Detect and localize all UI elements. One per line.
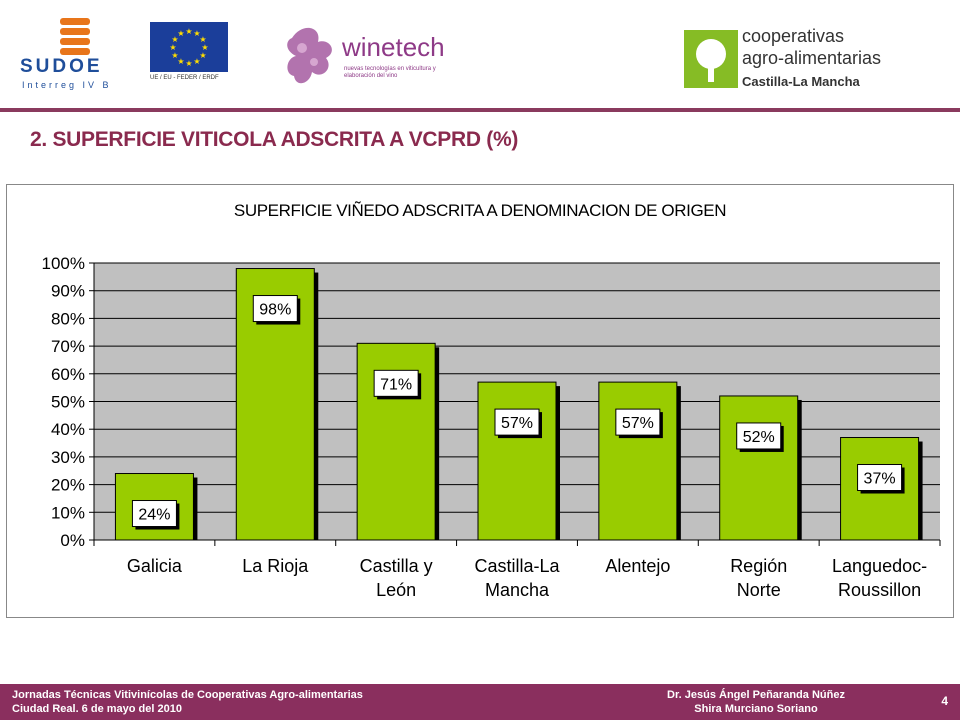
chart-title: SUPERFICIE VIÑEDO ADSCRITA A DENOMINACIO… — [233, 201, 727, 220]
svg-text:★: ★ — [193, 57, 200, 66]
footer-authors: Dr. Jesús Ángel Peñaranda Núñez Shira Mu… — [606, 688, 906, 716]
header-divider — [0, 108, 960, 112]
footer-event: Jornadas Técnicas Vitivinícolas de Coope… — [12, 688, 363, 716]
svg-text:★: ★ — [199, 35, 206, 44]
data-label: 37% — [864, 471, 896, 488]
footer-author-1: Dr. Jesús Ángel Peñaranda Núñez — [667, 689, 845, 701]
svg-text:★: ★ — [185, 27, 192, 36]
data-label: 57% — [501, 415, 533, 432]
data-label-box — [494, 408, 540, 436]
y-tick-label: 60% — [51, 365, 85, 384]
data-label-box — [615, 408, 661, 436]
cooperativas-logo-line1: cooperativas — [742, 26, 845, 46]
y-tick-label: 40% — [51, 420, 85, 439]
x-category-label: Castilla-La — [474, 556, 560, 576]
x-category-label: Languedoc- — [832, 556, 927, 576]
y-tick-label: 80% — [51, 309, 85, 328]
eu-logo-caption: UE / EU - FEDER / ERDF — [150, 75, 219, 81]
cooperativas-logo: cooperativas agro-alimentarias Castilla-… — [684, 16, 924, 98]
data-label-box — [857, 464, 903, 492]
svg-text:★: ★ — [177, 57, 184, 66]
data-label-box — [736, 422, 782, 450]
data-label: 71% — [380, 376, 412, 393]
x-category-label: Región — [730, 556, 787, 576]
svg-text:★: ★ — [169, 43, 176, 52]
svg-text:★: ★ — [171, 51, 178, 60]
svg-text:★: ★ — [193, 29, 200, 38]
sudoe-logo: SUDOE Interreg IV B — [18, 18, 128, 90]
data-label-box — [131, 500, 177, 528]
y-tick-label: 10% — [51, 503, 85, 522]
footer-event-title: Jornadas Técnicas Vitivinícolas de Coope… — [12, 689, 363, 701]
sudoe-stripes-icon — [60, 18, 90, 55]
y-tick-label: 0% — [60, 531, 85, 550]
cooperativas-logo-line2: agro-alimentarias — [742, 48, 882, 68]
y-tick-label: 70% — [51, 337, 85, 356]
bar — [719, 395, 799, 541]
y-tick-label: 90% — [51, 282, 85, 301]
y-tick-label: 100% — [42, 254, 85, 273]
x-category-label: León — [376, 580, 416, 600]
x-category-label: Norte — [737, 580, 781, 600]
svg-text:★: ★ — [185, 59, 192, 68]
slide-header: SUDOE Interreg IV B ★ ★ ★ ★ ★ ★ ★ ★ ★ ★ ★ ★ UE /… — [0, 0, 960, 108]
winetech-logo: winetech nuevas tecnologías en viticultu… — [282, 18, 462, 92]
cooperativas-mark-icon — [684, 30, 738, 88]
cooperativas-logo-line3: Castilla-La Mancha — [742, 74, 860, 89]
data-label-box — [373, 369, 419, 397]
winetech-logo-text: winetech — [342, 32, 445, 62]
svg-text:★: ★ — [199, 51, 206, 60]
x-category-label: Galicia — [127, 556, 183, 576]
footer-author-2: Shira Murciano Soriano — [694, 703, 818, 715]
svg-text:★: ★ — [201, 43, 208, 52]
data-label: 98% — [259, 302, 291, 319]
sudoe-logo-text: SUDOE — [20, 56, 103, 77]
y-tick-label: 30% — [51, 448, 85, 467]
slide-title: 2. SUPERFICIE VITICOLA ADSCRITA A VCPRD … — [30, 128, 519, 151]
data-label: 24% — [138, 507, 170, 524]
eu-logo: ★ ★ ★ ★ ★ ★ ★ ★ ★ ★ ★ ★ UE / EU - FEDER / ERDF — [150, 22, 230, 84]
svg-text:★: ★ — [171, 35, 178, 44]
bar-chart: 0% 10% 20% 30% 40% 50% 60% 70% 80% 90% 100% 24% Gali… — [42, 254, 941, 600]
x-category-label: Alentejo — [605, 556, 670, 576]
eu-flag-icon: ★ ★ ★ ★ ★ ★ ★ ★ ★ ★ ★ ★ — [150, 22, 228, 72]
slide-footer: Jornadas Técnicas Vitivinícolas de Coope… — [0, 684, 960, 720]
winetech-logo-subtext: nuevas tecnologías en viticultura y elab… — [344, 66, 436, 79]
x-category-label: Castilla y — [360, 556, 433, 576]
y-tick-label: 50% — [51, 393, 85, 412]
data-label-box — [252, 295, 298, 323]
svg-text:★: ★ — [177, 29, 184, 38]
grape-leaf-icon — [287, 27, 332, 84]
data-label: 57% — [622, 415, 654, 432]
page-number: 4 — [941, 694, 948, 708]
data-label: 52% — [743, 429, 775, 446]
x-category-label: Mancha — [485, 580, 550, 600]
x-category-label: Roussillon — [838, 580, 921, 600]
x-category-label: La Rioja — [242, 556, 309, 576]
bar — [477, 381, 557, 541]
chart-frame: SUPERFICIE VIÑEDO ADSCRITA A DENOMINACIO… — [6, 184, 954, 618]
y-tick-label: 20% — [51, 476, 85, 495]
footer-event-date: Ciudad Real. 6 de mayo del 2010 — [12, 703, 182, 715]
bar — [598, 381, 678, 541]
sudoe-logo-subtext: Interreg IV B — [22, 80, 112, 90]
